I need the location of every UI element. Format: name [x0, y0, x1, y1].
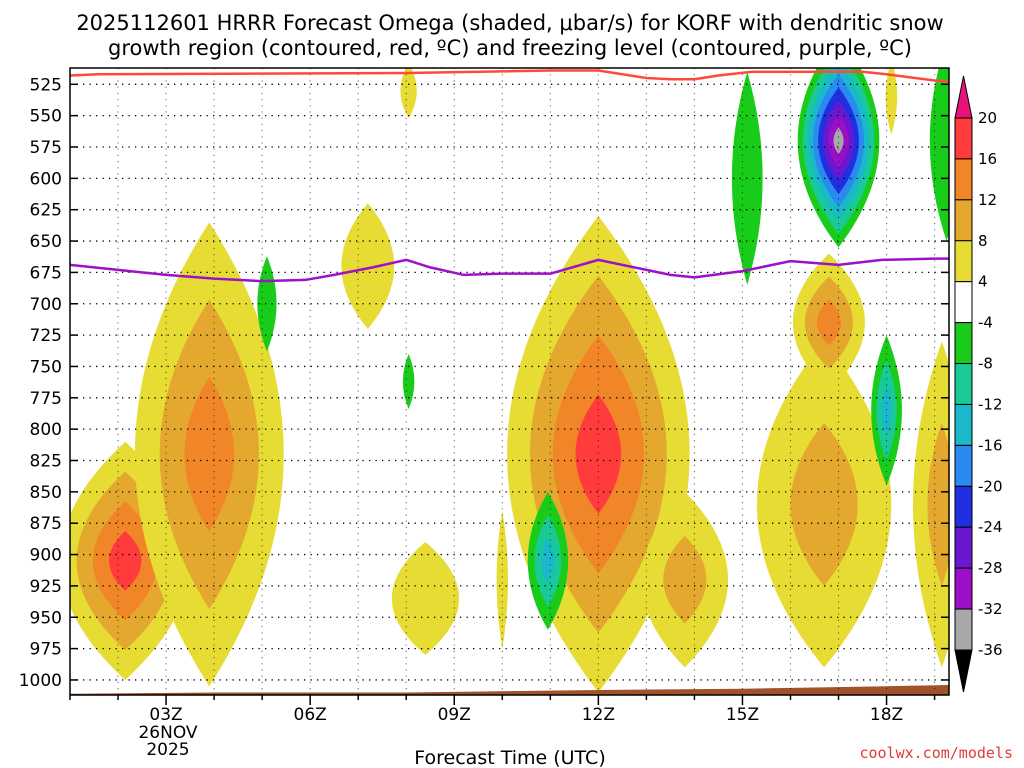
omega-band-cell-i-8	[790, 422, 858, 586]
omega-band-cell-o--12	[541, 537, 555, 584]
y-tick-label-975: 975	[30, 640, 62, 660]
omega-band-cell-h-8	[663, 535, 707, 624]
y-tick-label-825: 825	[30, 452, 62, 472]
colorbar-under-arrow	[954, 649, 973, 693]
date-label-day: 26NOV	[138, 723, 197, 743]
colorbar-band-4-8	[954, 240, 973, 283]
colorbar-label--16: -16	[978, 436, 1003, 454]
colorbar-over-arrow	[954, 75, 973, 119]
y-tick-label-775: 775	[30, 389, 62, 409]
omega-band-cell-b-12	[184, 376, 235, 532]
colorbar-label-20: 20	[978, 109, 997, 127]
y-tick-label-850: 850	[30, 483, 62, 503]
colorbar-label--20: -20	[978, 477, 1003, 495]
y-tick-label-725: 725	[30, 326, 62, 346]
y-tick-label-1000: 1000	[19, 671, 62, 691]
y-tick-label-650: 650	[30, 232, 62, 252]
omega-band-cell-s--4	[929, 68, 949, 242]
colorbar-band-16-20	[954, 117, 973, 160]
omega-band-cell-j-12	[816, 299, 841, 346]
colorbar-label-12: 12	[978, 191, 997, 209]
y-tick-label-575: 575	[30, 138, 62, 158]
x-tick-label-12Z: 12Z	[582, 705, 615, 725]
y-tick-label-875: 875	[30, 514, 62, 534]
colorbar: 20 16 12 8 4 -4 -8 -12 -16 -20 -24 -28 -32 -36	[954, 75, 1003, 693]
colorbar-band--16--12	[954, 403, 973, 446]
colorbar-label--36: -36	[978, 641, 1003, 659]
y-axis-ticks: 525 550 575 600 625 650 675 700 725 750 775 800 825 8…	[19, 75, 949, 691]
omega-band-cell-a-16	[109, 531, 142, 591]
colorbar-label-16: 16	[978, 150, 997, 168]
colorbar-label-8: 8	[978, 232, 988, 250]
chart-title-line-2: growth region (contoured, red, ºC) and f…	[108, 36, 912, 60]
omega-band-cell-l-8	[927, 422, 949, 586]
x-tick-label-06Z: 06Z	[294, 705, 327, 725]
colorbar-band-8-12	[954, 199, 973, 242]
x-axis-label: Forecast Time (UTC)	[414, 747, 605, 768]
colorbar-label--32: -32	[978, 600, 1003, 618]
colorbar-band--20--16	[954, 444, 973, 487]
y-tick-label-800: 800	[30, 420, 62, 440]
omega-band-cell-n--4	[402, 353, 415, 410]
date-label-year: 2025	[146, 740, 189, 760]
y-tick-label-750: 750	[30, 357, 62, 377]
omega-band-cell-k-4	[885, 68, 898, 135]
x-axis-ticks: 03Z 06Z 09Z 12Z 15Z 18Z	[69, 695, 936, 725]
x-tick-label-03Z: 03Z	[149, 705, 182, 725]
omega-band-cell-d-4	[391, 542, 460, 655]
chart-title-line-1: 2025112601 HRRR Forecast Omega (shaded, …	[76, 11, 943, 35]
y-tick-label-700: 700	[30, 295, 62, 315]
y-tick-label-550: 550	[30, 107, 62, 127]
colorbar-band--4-4	[954, 281, 973, 324]
omega-band-cell-q--32	[833, 127, 844, 155]
dendritic-growth-contour	[70, 69, 949, 84]
y-tick-label-525: 525	[30, 75, 62, 95]
terrain-surface	[70, 684, 949, 695]
colorbar-label--4: -4	[978, 314, 993, 332]
contour-lines	[70, 69, 949, 283]
colorbar-label--8: -8	[978, 355, 993, 373]
colorbar-label--24: -24	[978, 518, 1003, 536]
x-tick-label-18Z: 18Z	[870, 705, 903, 725]
colorbar-band--8--4	[954, 322, 973, 365]
colorbar-label-4: 4	[978, 273, 988, 291]
y-tick-label-950: 950	[30, 608, 62, 628]
colorbar-band--24--20	[954, 485, 973, 528]
omega-shading	[70, 68, 949, 695]
credit-text: coolwx.com/models	[859, 744, 1013, 762]
freezing-level-contour	[70, 257, 949, 283]
y-tick-label-900: 900	[30, 546, 62, 566]
colorbar-band--32--28	[954, 567, 973, 610]
x-tick-label-15Z: 15Z	[726, 705, 759, 725]
colorbar-band--36--32	[954, 608, 973, 651]
colorbar-label--28: -28	[978, 559, 1003, 577]
colorbar-band--28--24	[954, 526, 973, 569]
colorbar-label--12: -12	[978, 395, 1003, 413]
omega-band-cell-f-4	[496, 510, 509, 649]
omega-band-cell-e-4	[400, 68, 417, 119]
y-tick-label-625: 625	[30, 201, 62, 221]
x-tick-label-09Z: 09Z	[438, 705, 471, 725]
colorbar-band-12-16	[954, 158, 973, 201]
y-tick-label-675: 675	[30, 263, 62, 283]
plot-frame	[69, 67, 950, 696]
y-tick-label-925: 925	[30, 577, 62, 597]
omega-band-cell-g-16	[575, 394, 622, 514]
y-tick-label-600: 600	[30, 169, 62, 189]
colorbar-band--12--8	[954, 363, 973, 405]
omega-band-cell-c-4	[341, 203, 395, 329]
